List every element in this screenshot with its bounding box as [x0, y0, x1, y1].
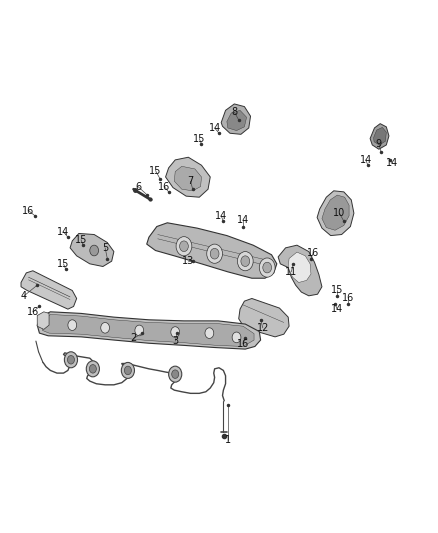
Circle shape: [68, 320, 77, 330]
Text: 3: 3: [172, 336, 178, 346]
Polygon shape: [374, 127, 386, 145]
Circle shape: [263, 262, 272, 273]
Text: 15: 15: [149, 166, 162, 175]
Polygon shape: [239, 298, 289, 337]
Polygon shape: [37, 312, 49, 329]
Text: 2: 2: [131, 334, 137, 343]
Polygon shape: [42, 314, 254, 346]
Circle shape: [210, 248, 219, 259]
Circle shape: [237, 252, 253, 271]
Text: 4: 4: [21, 291, 27, 301]
Circle shape: [171, 327, 180, 337]
Text: 16: 16: [27, 307, 39, 317]
Text: 16: 16: [307, 248, 319, 258]
Text: 12: 12: [257, 323, 269, 333]
Text: 16: 16: [158, 182, 170, 191]
Circle shape: [172, 370, 179, 378]
Polygon shape: [166, 157, 210, 197]
Circle shape: [124, 366, 131, 375]
Circle shape: [135, 325, 144, 336]
Text: 6: 6: [135, 182, 141, 191]
Text: 11: 11: [285, 267, 297, 277]
Text: 15: 15: [75, 235, 87, 245]
Polygon shape: [322, 195, 349, 230]
Text: 14: 14: [386, 158, 398, 167]
Text: 7: 7: [187, 176, 194, 186]
Circle shape: [241, 256, 250, 266]
Text: 16: 16: [342, 294, 354, 303]
Polygon shape: [288, 252, 311, 282]
Polygon shape: [370, 124, 389, 149]
Circle shape: [86, 361, 99, 377]
Circle shape: [232, 332, 241, 343]
Circle shape: [205, 328, 214, 338]
Polygon shape: [227, 110, 247, 131]
Circle shape: [101, 322, 110, 333]
Circle shape: [207, 244, 223, 263]
Text: 14: 14: [215, 211, 227, 221]
Circle shape: [169, 366, 182, 382]
Polygon shape: [37, 312, 261, 349]
Circle shape: [259, 258, 275, 277]
Text: 16: 16: [237, 339, 249, 349]
Text: 15: 15: [331, 286, 343, 295]
Polygon shape: [317, 191, 354, 236]
Polygon shape: [221, 104, 251, 134]
Text: 10: 10: [333, 208, 346, 218]
Text: 9: 9: [376, 139, 382, 149]
Text: 8: 8: [231, 107, 237, 117]
Text: 1: 1: [225, 435, 231, 445]
Text: 14: 14: [208, 123, 221, 133]
Circle shape: [64, 352, 78, 368]
Circle shape: [90, 245, 99, 256]
Circle shape: [180, 241, 188, 252]
Polygon shape: [70, 233, 114, 266]
Polygon shape: [21, 271, 77, 309]
Polygon shape: [278, 245, 322, 296]
Text: 5: 5: [102, 243, 108, 253]
Text: 14: 14: [360, 155, 372, 165]
Circle shape: [89, 365, 96, 373]
Polygon shape: [147, 223, 277, 278]
Text: 15: 15: [57, 259, 70, 269]
Text: 15: 15: [193, 134, 205, 143]
Polygon shape: [174, 166, 201, 191]
Text: 13: 13: [182, 256, 194, 266]
Circle shape: [67, 356, 74, 364]
Text: 14: 14: [57, 227, 70, 237]
Text: 14: 14: [331, 304, 343, 314]
Circle shape: [121, 362, 134, 378]
Text: 16: 16: [22, 206, 35, 215]
Text: 14: 14: [237, 215, 249, 224]
Circle shape: [176, 237, 192, 256]
